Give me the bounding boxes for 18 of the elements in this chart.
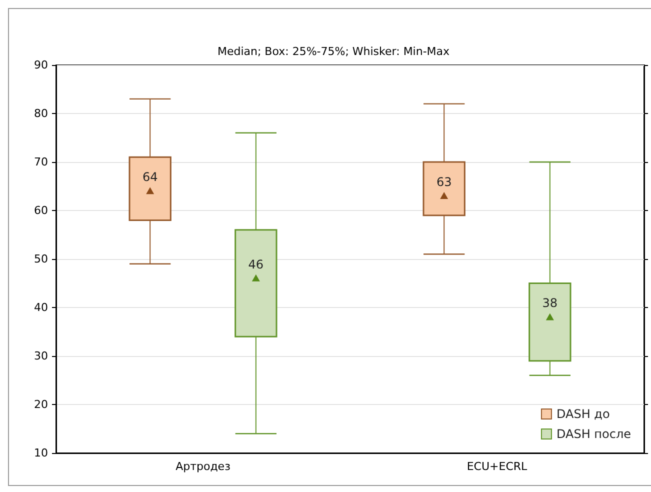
y-tick-label: 50	[34, 252, 48, 266]
y-tick-label: 10	[34, 446, 48, 460]
y-tick-label: 70	[34, 156, 48, 168]
text: 64	[142, 170, 158, 184]
y-tick-label: 80	[34, 107, 48, 120]
y-tick-label: 90	[34, 58, 48, 72]
text: 46	[248, 257, 264, 272]
y-tick-label: 60	[34, 204, 48, 217]
x-tick-label: Артродез	[176, 460, 231, 473]
y-tick-label: 40	[34, 301, 48, 314]
text: 63	[436, 174, 452, 189]
y-tick-label: 30	[34, 350, 48, 362]
y-tick-label: 20	[34, 398, 48, 411]
x-tick-label: ECU+ECRL	[466, 460, 528, 473]
text: 38	[542, 296, 558, 310]
chart-title: Median; Box: 25%-75%; Whisker: Min-Max	[217, 45, 450, 58]
legend-label: DASH после	[556, 427, 631, 441]
legend-label: DASH до	[556, 407, 610, 421]
